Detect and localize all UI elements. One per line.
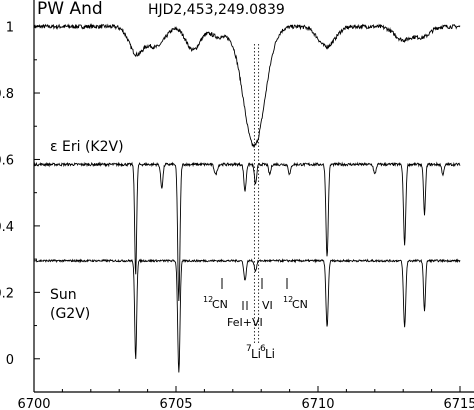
y-tick-label-5: 1 xyxy=(6,21,14,36)
reference-lines xyxy=(253,44,260,345)
y-tick-label-1: 0.2 xyxy=(0,286,14,301)
y-tick-label-4: 0.8 xyxy=(0,87,14,102)
y-tick-label-2: 0.4 xyxy=(0,220,14,235)
x-axis-ticks: 6700 6705 6710 6715 xyxy=(17,386,474,410)
li6-label: Li xyxy=(265,347,275,361)
li7-sup: 7 xyxy=(246,344,252,354)
spectra-series xyxy=(33,23,461,373)
star-label-eps-eri: ε Eri (K2V) xyxy=(50,139,124,155)
chart-title: PW And xyxy=(37,0,103,19)
feI-vi-label: FeI+VI xyxy=(227,316,263,329)
x-tick-label-3: 6715 xyxy=(443,397,474,410)
sun-label-line-2: (G2V) xyxy=(50,306,90,322)
li7-label: Li xyxy=(251,347,261,361)
cn-left-sup: 12 xyxy=(203,295,213,304)
y-tick-label-3: 0.6 xyxy=(0,153,14,168)
spectrum-line-0 xyxy=(33,23,461,148)
x-tick-label-1: 6705 xyxy=(159,397,192,410)
cn-left-label: CN xyxy=(212,298,228,311)
spectrum-line-2 xyxy=(33,258,461,373)
vi-label: VI xyxy=(262,299,273,312)
li6-sup: 6 xyxy=(260,344,266,354)
y-axis-ticks: 0 0.2 0.4 0.6 0.8 1 xyxy=(0,21,40,368)
sun-label-line-1: Sun xyxy=(50,287,77,303)
spectrum-line-1 xyxy=(33,161,461,301)
x-tick-label-2: 6710 xyxy=(301,397,334,410)
y-tick-label-0: 0 xyxy=(6,353,14,368)
cn-right-sup: 12 xyxy=(283,295,293,304)
chart-subtitle: HJD2,453,249.0839 xyxy=(148,2,285,18)
x-tick-label-0: 6700 xyxy=(17,397,50,410)
cn-right-label: CN xyxy=(292,298,308,311)
